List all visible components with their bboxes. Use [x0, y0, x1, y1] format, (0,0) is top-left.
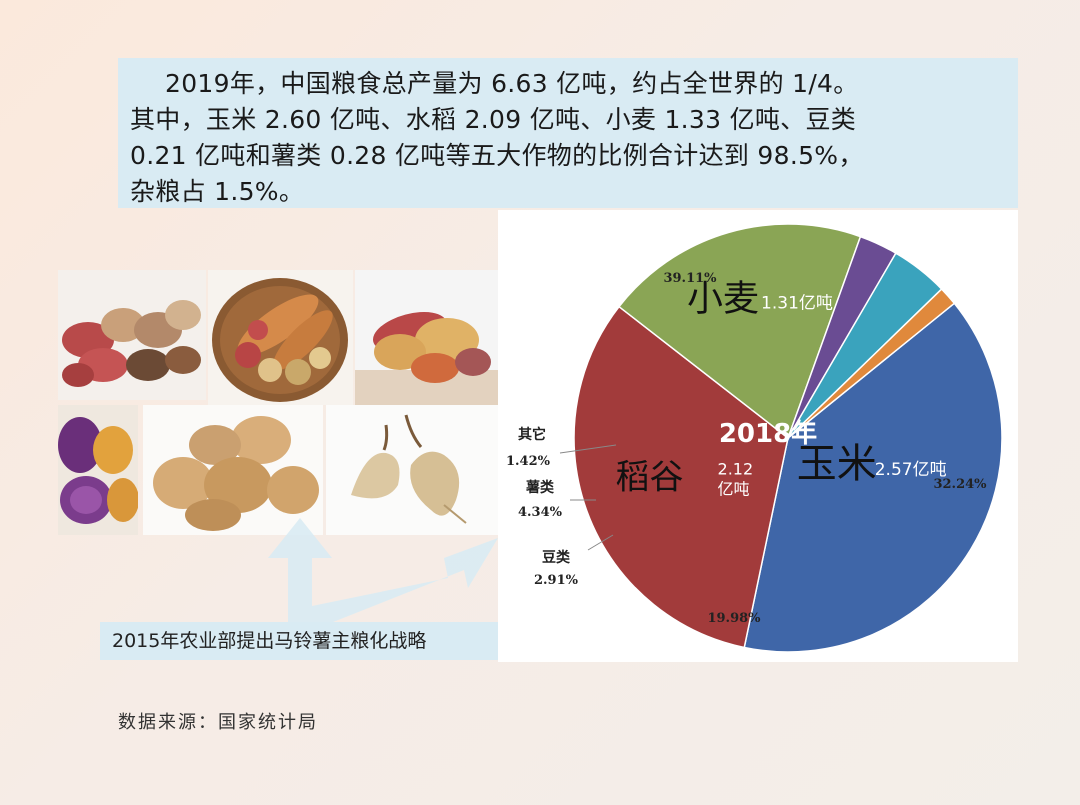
arrow-icon: [268, 518, 498, 628]
percent-label-6: 1.42%: [506, 454, 551, 469]
slice-name-3: 小麦: [687, 279, 759, 320]
leader-line-4: [587, 534, 614, 551]
pie-slice-3: [617, 223, 862, 440]
slice-amount-2-2: 亿吨: [718, 480, 750, 499]
yellow-potatoes-photo: [143, 405, 323, 535]
strategy-caption: 2015年农业部提出马铃薯主粮化战略: [100, 622, 552, 660]
leader-line-6: [559, 444, 617, 454]
percent-label-4: 2.91%: [534, 573, 579, 588]
slice-amount-3: 1.31亿吨: [761, 294, 833, 314]
data-source-note: 数据来源：国家统计局: [118, 712, 318, 733]
slice-inner-label-1: 玉米2.57亿吨: [797, 441, 947, 487]
percent-label-3: 19.98%: [707, 611, 761, 626]
slice-name-label-4: 豆类: [542, 549, 571, 566]
slice-amount-2-1: 2.12: [718, 460, 754, 479]
slice-name-2: 稻谷: [616, 458, 684, 498]
sweet-potato-basket-photo: [208, 270, 353, 405]
slice-name-label-6: 其它: [518, 426, 546, 443]
summary-line-1: 2019年，中国粮食总产量为 6.63 亿吨，约占全世界的 1/4。: [165, 69, 859, 98]
percent-label-2: 32.24%: [933, 477, 987, 492]
summary-text-box: 2019年，中国粮食总产量为 6.63 亿吨，约占全世界的 1/4。 其中，玉米…: [118, 58, 1018, 208]
percent-label-5: 4.34%: [518, 505, 563, 520]
slice-name-1: 玉米: [797, 441, 877, 487]
summary-line-3: 0.21 亿吨和薯类 0.28 亿吨等五大作物的比例合计达到 98.5%，: [130, 141, 864, 170]
mixed-potatoes-photo: [355, 270, 498, 405]
red-potatoes-photo: [58, 270, 206, 400]
pie-slice-2: [573, 305, 789, 649]
summary-line-2: 其中，玉米 2.60 亿吨、水稻 2.09 亿吨、小麦 1.33 亿吨、豆类: [130, 105, 857, 134]
pie-chart-panel: 39.11% 玉米 2.57亿吨 32.24% 稻谷 2.12 亿吨 19.98% 小麦 1.31…: [498, 210, 1018, 662]
slice-inner-label-3: 小麦 1.31亿吨: [687, 279, 833, 320]
slice-amount-1: 2.57亿吨: [875, 460, 947, 480]
percent-label-1: 39.11%: [663, 271, 717, 286]
purple-sweet-potato-photo: [58, 405, 138, 535]
chart-title: 2018年: [719, 418, 817, 449]
potato-photo-collage: [58, 270, 498, 535]
summary-line-4: 杂粮占 1.5%。: [130, 177, 305, 206]
slice-name-label-5: 薯类: [525, 479, 555, 496]
pie-slice-1: [743, 302, 1003, 653]
pie-slice-6: [787, 287, 956, 439]
yam-bean-photo: [326, 405, 498, 535]
